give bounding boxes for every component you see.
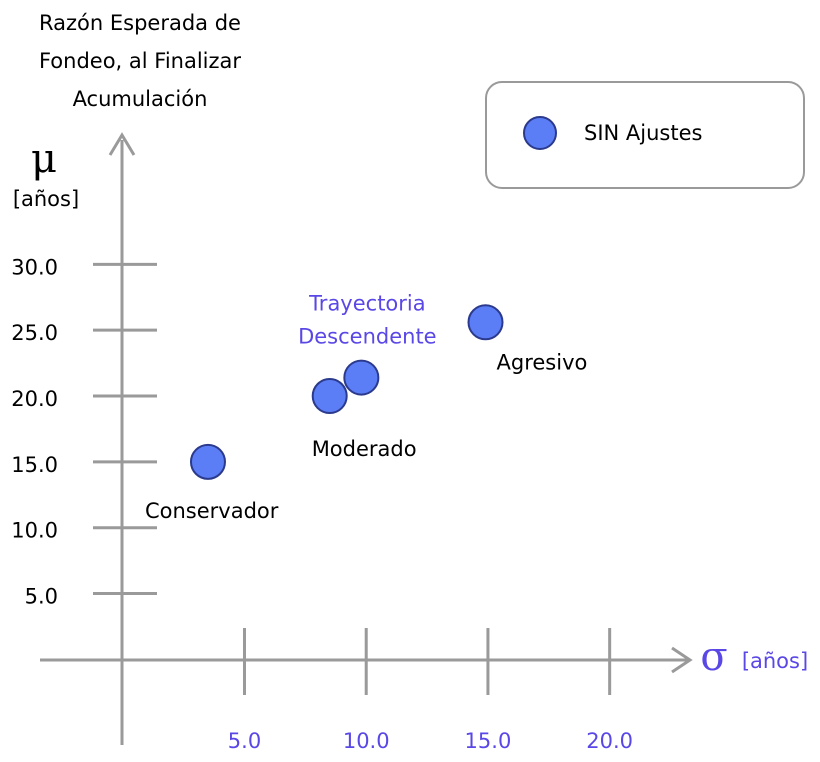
point-label: Agresivo xyxy=(497,350,588,374)
x-tick-label: 20.0 xyxy=(586,729,633,753)
point-label: Conservador xyxy=(145,499,279,523)
y-tick-label: 20.0 xyxy=(11,387,58,411)
y-tick-label: 25.0 xyxy=(11,321,58,345)
y-label-line: Razón Esperada de xyxy=(39,11,241,35)
y-axis-arrow xyxy=(108,132,136,156)
y-tick-label: 15.0 xyxy=(11,453,58,477)
x-tick-label: 10.0 xyxy=(343,729,390,753)
y-unit: [años] xyxy=(13,187,79,211)
point-label: Descendente xyxy=(298,325,437,349)
point xyxy=(189,443,226,480)
x-unit: [años] xyxy=(742,649,808,673)
x-tick-label: 15.0 xyxy=(465,729,512,753)
legend-box xyxy=(485,81,805,189)
y-tick-label: 30.0 xyxy=(11,255,58,279)
legend-marker xyxy=(523,116,557,150)
y-tick-label: 5.0 xyxy=(25,585,58,609)
y-label-line: Acumulación xyxy=(73,87,208,111)
point-label: Trayectoria xyxy=(308,292,426,316)
x-symbol: σ xyxy=(700,634,727,680)
legend-label: SIN Ajustes xyxy=(584,121,702,145)
y-label-line: Fondeo, al Finalizar xyxy=(39,49,241,73)
x-tick-label: 5.0 xyxy=(228,729,261,753)
point xyxy=(311,378,348,415)
point-label: Moderado xyxy=(312,437,417,461)
x-axis-arrow xyxy=(671,646,693,674)
y-symbol: μ xyxy=(31,136,57,182)
point xyxy=(343,359,380,396)
point xyxy=(467,304,504,341)
y-tick-label: 10.0 xyxy=(11,519,58,543)
